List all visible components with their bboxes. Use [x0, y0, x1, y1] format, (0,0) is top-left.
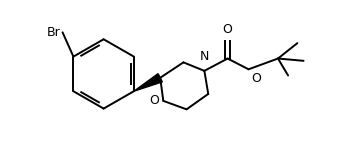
Text: O: O — [223, 23, 233, 36]
Text: N: N — [200, 50, 209, 63]
Polygon shape — [134, 74, 162, 91]
Text: Br: Br — [47, 26, 61, 39]
Text: O: O — [252, 72, 261, 85]
Text: O: O — [149, 94, 159, 107]
